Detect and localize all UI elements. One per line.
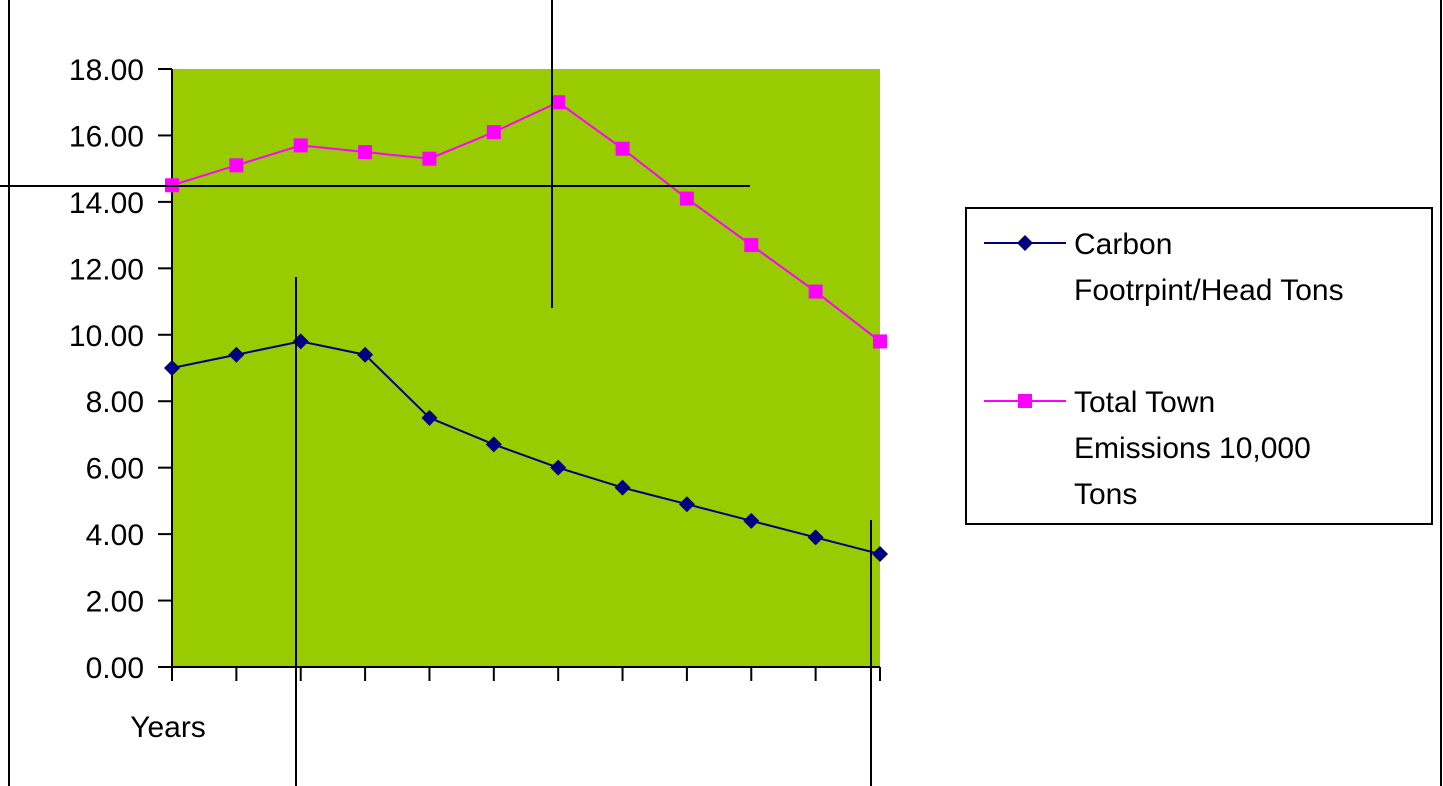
legend-label: Total Town Emissions 10,000 Tons — [1074, 386, 1311, 511]
legend-label-line: Tons — [1074, 478, 1137, 511]
series-line — [171, 340, 881, 556]
data-point — [229, 158, 244, 173]
data-point — [551, 95, 566, 110]
y-tick-label: 4.00 — [86, 519, 144, 552]
legend-swatch-marker — [1017, 235, 1033, 251]
data-point — [422, 151, 437, 166]
data-point — [614, 479, 631, 496]
data-point — [421, 409, 438, 426]
y-tick-label: 10.00 — [69, 320, 144, 353]
legend-label-line: Emissions 10,000 — [1074, 432, 1311, 465]
y-tick-label: 8.00 — [86, 386, 144, 419]
data-point — [486, 125, 501, 140]
x-axis-title: Years — [130, 711, 206, 744]
series-2 — [165, 95, 887, 349]
legend-label-line: Footrpint/Head Tons — [1074, 274, 1344, 307]
data-point — [358, 145, 373, 160]
y-tick-label: 0.00 — [86, 652, 144, 685]
legend: Carbon Footrpint/Head Tons Total Town Emiss… — [965, 207, 1433, 525]
y-tick-label: 12.00 — [69, 253, 144, 286]
legend-item: Carbon Footrpint/Head Tons — [984, 228, 1344, 307]
y-tick-label: 6.00 — [86, 453, 144, 486]
series — [164, 95, 888, 563]
series-line — [171, 101, 881, 343]
legend-label: Carbon Footrpint/Head Tons — [1074, 228, 1344, 307]
legend-box — [965, 207, 1433, 525]
data-point — [615, 141, 630, 156]
data-point — [293, 138, 308, 153]
plot-area — [172, 69, 880, 667]
legend-label-line: Carbon — [1074, 228, 1172, 261]
x-axis — [171, 666, 881, 681]
data-point — [357, 346, 374, 363]
data-point — [164, 360, 180, 376]
y-tick-label: 16.00 — [69, 120, 144, 153]
overlay-lines — [0, 0, 872, 786]
legend-label-line: Total Town — [1074, 386, 1215, 419]
data-point — [873, 334, 887, 349]
legend-item: Total Town Emissions 10,000 Tons — [984, 386, 1311, 511]
data-point — [678, 496, 695, 513]
data-point — [808, 284, 823, 299]
y-tick-label: 2.00 — [86, 586, 144, 619]
data-point — [744, 238, 759, 253]
y-tick-label: 14.00 — [69, 187, 144, 220]
data-point — [228, 346, 245, 363]
data-point — [872, 546, 888, 563]
y-tick-label: 18.00 — [69, 54, 144, 87]
series-1 — [164, 333, 888, 563]
data-point — [807, 529, 824, 546]
data-point — [743, 512, 760, 529]
y-axis: 0.00 2.00 4.00 6.00 8.00 10.00 12.00 14.00 16.00… — [69, 54, 173, 685]
legend-swatch-marker — [1018, 394, 1032, 408]
data-point — [485, 436, 502, 453]
data-point — [679, 191, 694, 206]
data-point — [550, 459, 567, 476]
